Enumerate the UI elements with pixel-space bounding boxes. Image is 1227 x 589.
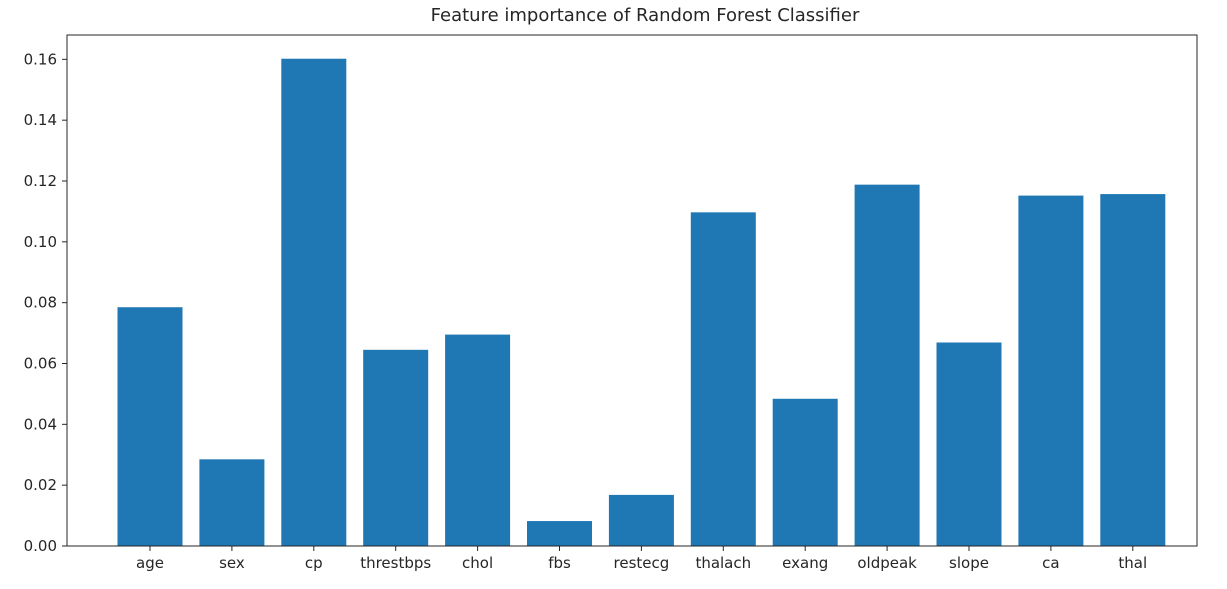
plot-frame bbox=[66, 34, 1198, 547]
y-tick-label-0.16: 0.16 bbox=[24, 50, 57, 68]
y-tick-label-0.12: 0.12 bbox=[24, 172, 57, 190]
bar-thalach bbox=[690, 212, 756, 546]
x-tick-label-sex: sex bbox=[219, 554, 245, 572]
chart-title: Feature importance of Random Forest Clas… bbox=[431, 5, 860, 26]
x-tick-label-age: age bbox=[136, 554, 164, 572]
x-tick-label-ca: ca bbox=[1042, 554, 1059, 572]
y-tick-label-0.08: 0.08 bbox=[24, 294, 57, 312]
bar-threstbps bbox=[363, 349, 429, 546]
bar-cp bbox=[281, 58, 347, 546]
bar-restecg bbox=[608, 494, 674, 546]
x-tick-label-thalach: thalach bbox=[695, 554, 751, 572]
y-tick-label-0.06: 0.06 bbox=[24, 355, 57, 373]
y-tick-label-0.14: 0.14 bbox=[24, 111, 57, 129]
x-tick-label-fbs: fbs bbox=[548, 554, 571, 572]
y-tick-label-0.04: 0.04 bbox=[24, 415, 57, 433]
x-axis-ticks: age sex cp threstbps chol fbs restecg thalach ex… bbox=[136, 546, 1147, 572]
bar-oldpeak bbox=[854, 184, 920, 546]
x-tick-label-chol: chol bbox=[462, 554, 493, 572]
x-tick-label-thal: thal bbox=[1118, 554, 1147, 572]
y-axis-ticks: 0.00 0.02 0.04 0.06 0.08 0.10 0.12 0.14 0.16 bbox=[24, 50, 67, 555]
x-tick-label-cp: cp bbox=[305, 554, 323, 572]
bar-exang bbox=[772, 398, 838, 546]
bar-slope bbox=[936, 342, 1002, 546]
x-tick-label-restecg: restecg bbox=[614, 554, 670, 572]
bar-fbs bbox=[527, 521, 592, 546]
bar-thal bbox=[1100, 194, 1166, 546]
y-tick-label-0.00: 0.00 bbox=[24, 537, 57, 555]
bar-chol bbox=[445, 334, 511, 546]
bars-layer bbox=[117, 58, 1166, 546]
bar-age bbox=[117, 307, 183, 546]
y-tick-label-0.10: 0.10 bbox=[24, 233, 57, 251]
y-tick-label-0.02: 0.02 bbox=[24, 476, 57, 494]
x-tick-label-exang: exang bbox=[782, 554, 828, 572]
bar-sex bbox=[199, 459, 265, 546]
x-tick-label-slope: slope bbox=[949, 554, 989, 572]
x-tick-label-threstbps: threstbps bbox=[360, 554, 431, 572]
bar-ca bbox=[1018, 195, 1084, 546]
x-tick-label-oldpeak: oldpeak bbox=[857, 554, 917, 572]
